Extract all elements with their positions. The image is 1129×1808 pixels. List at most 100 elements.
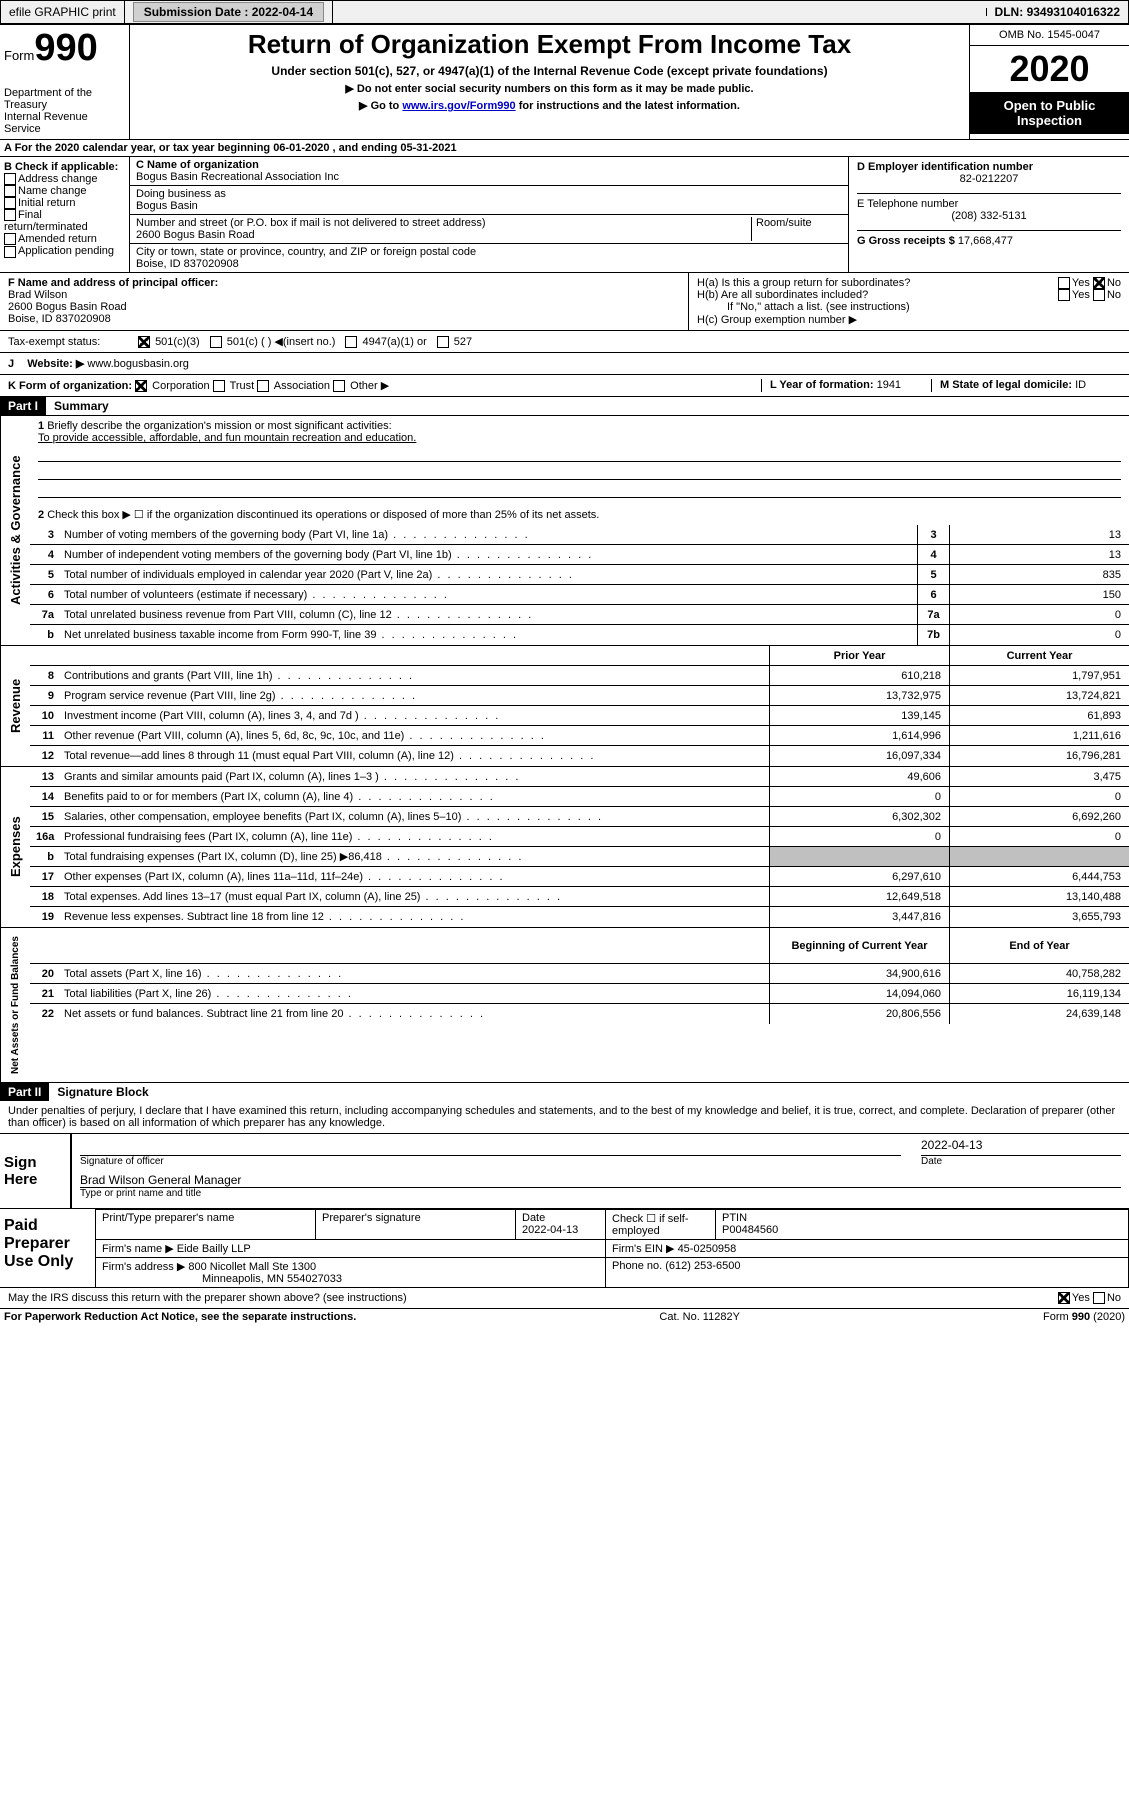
year-formation: 1941	[877, 379, 901, 391]
omb-number: OMB No. 1545-0047	[970, 25, 1129, 46]
form-id-box: Form990 Department of the Treasury Inter…	[0, 25, 130, 139]
table-row: 21 Total liabilities (Part X, line 26) 1…	[30, 984, 1129, 1004]
section-f-row: F Name and address of principal officer:…	[0, 272, 1129, 330]
table-row: 3 Number of voting members of the govern…	[30, 525, 1129, 545]
firm-phone: (612) 253-6500	[665, 1260, 740, 1272]
efile-label: efile GRAPHIC print	[1, 1, 125, 23]
revenue-section: Revenue Prior Year Current Year 8 Contri…	[0, 645, 1129, 766]
part1-badge: Part I	[0, 397, 46, 415]
ptin: P00484560	[722, 1224, 778, 1236]
chk-501c[interactable]	[210, 336, 222, 348]
officer-name: Brad Wilson	[8, 289, 680, 301]
public-inspection: Open to Public Inspection	[970, 92, 1129, 134]
chk-corp[interactable]	[135, 380, 147, 392]
preparer-table: Print/Type preparer's name Preparer's si…	[95, 1209, 1129, 1287]
col-h: H(a) Is this a group return for subordin…	[689, 273, 1129, 330]
col-d: D Employer identification number 82-0212…	[849, 157, 1129, 272]
street-address: 2600 Bogus Basin Road	[136, 229, 747, 241]
right-header: OMB No. 1545-0047 2020 Open to Public In…	[969, 25, 1129, 139]
declaration: Under penalties of perjury, I declare th…	[0, 1101, 1129, 1133]
table-row: 11 Other revenue (Part VIII, column (A),…	[30, 726, 1129, 746]
table-row: 17 Other expenses (Part IX, column (A), …	[30, 867, 1129, 887]
vert-revenue: Revenue	[0, 646, 30, 766]
state-domicile: ID	[1075, 379, 1086, 391]
table-row: 10 Investment income (Part VIII, column …	[30, 706, 1129, 726]
chk-assoc[interactable]	[257, 380, 269, 392]
discuss-yes[interactable]	[1058, 1292, 1070, 1304]
part1-title: Summary	[46, 397, 117, 415]
table-row: b Total fundraising expenses (Part IX, c…	[30, 847, 1129, 867]
table-row: 19 Revenue less expenses. Subtract line …	[30, 907, 1129, 927]
table-row: 12 Total revenue—add lines 8 through 11 …	[30, 746, 1129, 766]
part2-title: Signature Block	[49, 1083, 156, 1101]
chk-pending: Application pending	[4, 245, 125, 257]
governance-section: Activities & Governance 1 Briefly descri…	[0, 415, 1129, 645]
chk-trust[interactable]	[213, 380, 225, 392]
table-row: 7a Total unrelated business revenue from…	[30, 605, 1129, 625]
center-header: Return of Organization Exempt From Incom…	[130, 25, 969, 139]
submission-date-cell: Submission Date : 2022-04-14	[125, 1, 333, 23]
officer-name-title: Brad Wilson General Manager	[80, 1173, 1121, 1188]
firm-name: Eide Bailly LLP	[177, 1243, 251, 1255]
chk-527[interactable]	[437, 336, 449, 348]
irs-link[interactable]: www.irs.gov/Form990	[402, 100, 515, 112]
website: www.bogusbasin.org	[87, 358, 189, 370]
hb-answer: Yes No	[1058, 289, 1121, 301]
net-assets-section: Net Assets or Fund Balances Beginning of…	[0, 927, 1129, 1082]
sig-date: 2022-04-13	[921, 1138, 1121, 1156]
footer: For Paperwork Reduction Act Notice, see …	[0, 1308, 1129, 1325]
part2-badge: Part II	[0, 1083, 49, 1101]
table-row: 5 Total number of individuals employed i…	[30, 565, 1129, 585]
gross-receipts: 17,668,477	[958, 235, 1013, 247]
mission-text: To provide accessible, affordable, and f…	[38, 432, 416, 444]
submission-date-button[interactable]: Submission Date : 2022-04-14	[133, 2, 324, 22]
dept-label: Department of the Treasury Internal Reve…	[4, 87, 125, 135]
table-row: 16a Professional fundraising fees (Part …	[30, 827, 1129, 847]
chk-other[interactable]	[333, 380, 345, 392]
col-b: B Check if applicable: Address change Na…	[0, 157, 130, 272]
part1-header-row: Part I Summary	[0, 396, 1129, 415]
ha-answer: Yes No	[1058, 277, 1121, 289]
row-k: K Form of organization: Corporation Trus…	[0, 374, 1129, 396]
chk-initial: Initial return	[4, 197, 125, 209]
discuss-no[interactable]	[1093, 1292, 1105, 1304]
paid-preparer-label: Paid Preparer Use Only	[0, 1209, 95, 1287]
tax-status-row: Tax-exempt status: 501(c)(3) 501(c) ( ) …	[0, 330, 1129, 352]
tax-year: 2020	[970, 46, 1129, 92]
chk-4947[interactable]	[345, 336, 357, 348]
table-row: 18 Total expenses. Add lines 13–17 (must…	[30, 887, 1129, 907]
phone: (208) 332-5131	[857, 210, 1121, 222]
section-b-row: B Check if applicable: Address change Na…	[0, 156, 1129, 272]
vert-expenses: Expenses	[0, 767, 30, 927]
chk-address: Address change	[4, 173, 125, 185]
org-name: Bogus Basin Recreational Association Inc	[136, 171, 842, 183]
discuss-row: May the IRS discuss this return with the…	[0, 1287, 1129, 1308]
vert-net: Net Assets or Fund Balances	[0, 928, 30, 1082]
table-row: 15 Salaries, other compensation, employe…	[30, 807, 1129, 827]
table-row: 4 Number of independent voting members o…	[30, 545, 1129, 565]
sign-here-row: Sign Here Signature of officer 2022-04-1…	[0, 1133, 1129, 1208]
ein: 82-0212207	[857, 173, 1121, 185]
col-f: F Name and address of principal officer:…	[0, 273, 689, 330]
table-row: 14 Benefits paid to or for members (Part…	[30, 787, 1129, 807]
main-title: Return of Organization Exempt From Incom…	[134, 29, 965, 60]
subtitle: Under section 501(c), 527, or 4947(a)(1)…	[134, 64, 965, 78]
table-row: 13 Grants and similar amounts paid (Part…	[30, 767, 1129, 787]
preparer-row: Paid Preparer Use Only Print/Type prepar…	[0, 1208, 1129, 1287]
cat-no: Cat. No. 11282Y	[659, 1311, 740, 1323]
table-row: 9 Program service revenue (Part VIII, li…	[30, 686, 1129, 706]
dln-cell: DLN: 93493104016322	[987, 1, 1128, 23]
firm-ein: 45-0250958	[678, 1243, 737, 1255]
col-c: C Name of organization Bogus Basin Recre…	[130, 157, 849, 272]
form-header: Form990 Department of the Treasury Inter…	[0, 24, 1129, 139]
expenses-section: Expenses 13 Grants and similar amounts p…	[0, 766, 1129, 927]
chk-501c3[interactable]	[138, 336, 150, 348]
table-row: 8 Contributions and grants (Part VIII, l…	[30, 666, 1129, 686]
instruction-1: ▶ Do not enter social security numbers o…	[134, 82, 965, 95]
table-row: 20 Total assets (Part X, line 16) 34,900…	[30, 964, 1129, 984]
dba: Bogus Basin	[136, 200, 842, 212]
chk-final: Final return/terminated	[4, 209, 125, 233]
form-ref: Form 990 (2020)	[1043, 1311, 1125, 1323]
table-row: 6 Total number of volunteers (estimate i…	[30, 585, 1129, 605]
chk-name: Name change	[4, 185, 125, 197]
